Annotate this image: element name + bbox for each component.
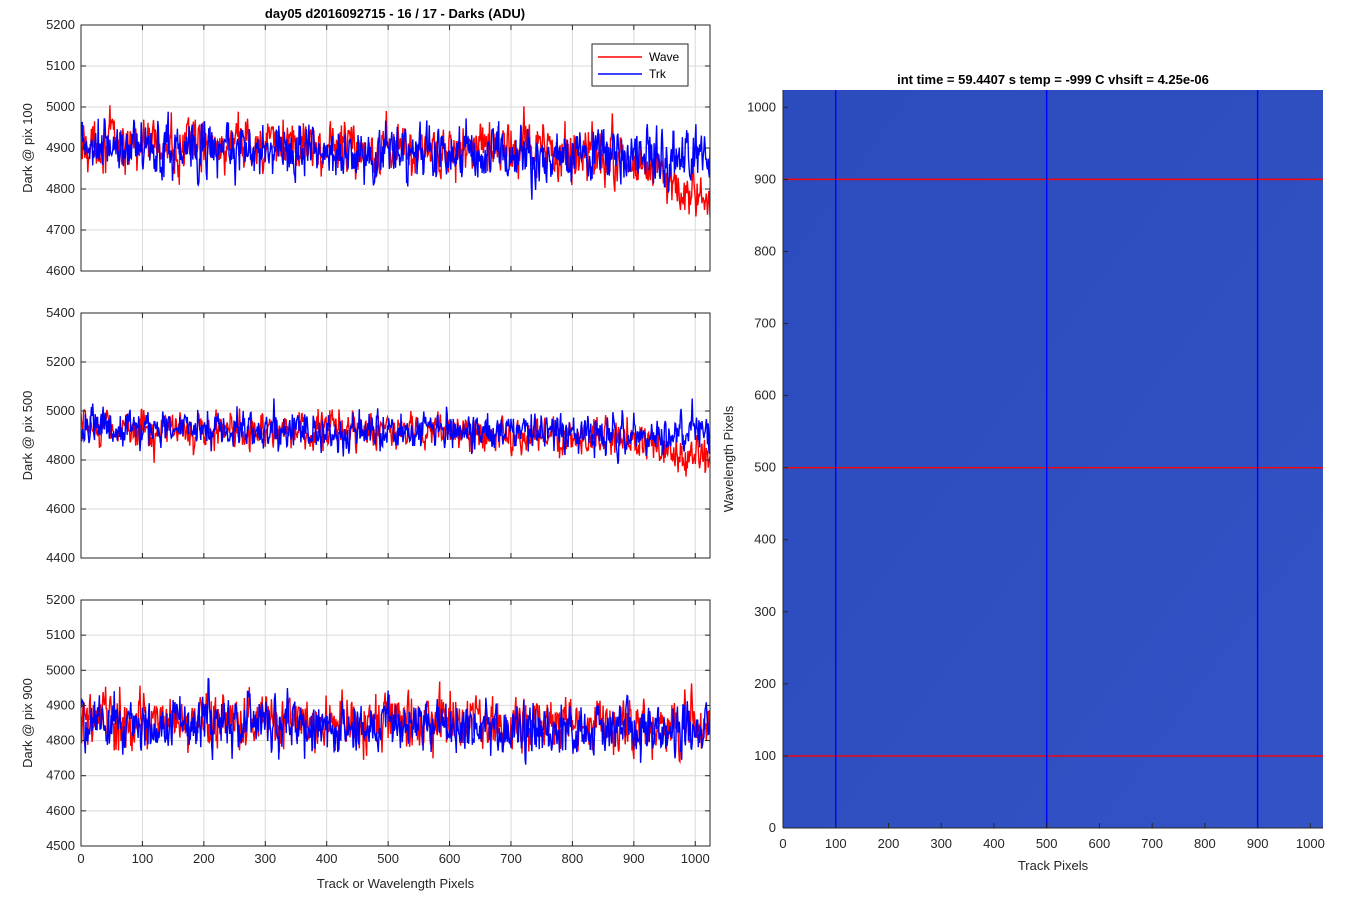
y-tick-label: 500 — [754, 460, 776, 475]
y-tick-label: 100 — [754, 748, 776, 763]
y-tick-label: 5200 — [46, 354, 75, 369]
y-tick-label: 4600 — [46, 803, 75, 818]
x-tick-label: 600 — [1089, 836, 1111, 851]
y-tick-label: 5000 — [46, 99, 75, 114]
y-tick-label: 5000 — [46, 662, 75, 677]
y-tick-label: 4800 — [46, 733, 75, 748]
x-tick-label: 200 — [193, 851, 215, 866]
y-tick-label: 900 — [754, 171, 776, 186]
x-tick-label: 900 — [623, 851, 645, 866]
legend: Wave Trk — [591, 43, 689, 87]
x-tick-label: 100 — [132, 851, 154, 866]
x-tick-label: 700 — [500, 851, 522, 866]
y-tick-label: 4600 — [46, 501, 75, 516]
y-tick-label: 4800 — [46, 181, 75, 196]
y-tick-label: 4600 — [46, 263, 75, 278]
y-axis-label: Dark @ pix 900 — [20, 678, 35, 768]
axes-box — [80, 312, 711, 559]
y-axis-label: Wavelength Pixels — [721, 405, 736, 512]
legend-label: Wave — [649, 50, 680, 64]
x-tick-label: 300 — [930, 836, 952, 851]
x-axis-label: Track or Wavelength Pixels — [317, 876, 475, 891]
x-tick-label: 900 — [1247, 836, 1269, 851]
y-tick-label: 4900 — [46, 140, 75, 155]
x-tick-label: 500 — [377, 851, 399, 866]
image-title: int time = 59.4407 s temp = -999 C vhsif… — [897, 72, 1209, 87]
x-tick-label: 200 — [878, 836, 900, 851]
y-tick-label: 5100 — [46, 627, 75, 642]
series-line-trk — [81, 111, 710, 200]
x-tick-label: 400 — [983, 836, 1005, 851]
y-tick-label: 5200 — [46, 592, 75, 607]
x-tick-label: 0 — [77, 851, 84, 866]
y-axis-label: Dark @ pix 100 — [20, 103, 35, 193]
y-tick-label: 300 — [754, 604, 776, 619]
y-tick-label: 5000 — [46, 403, 75, 418]
x-tick-label: 800 — [562, 851, 584, 866]
y-tick-label: 5400 — [46, 305, 75, 320]
dark-pix100-plot: 4600 4700 4800 4900 5000 5100 5200 Dark @ pix 1… — [20, 17, 711, 278]
y-axis-label: Dark @ pix 500 — [20, 391, 35, 481]
y-tick-label: 0 — [769, 820, 776, 835]
legend-label: Trk — [649, 67, 667, 81]
y-tick-label: 5100 — [46, 58, 75, 73]
y-tick-label: 4700 — [46, 222, 75, 237]
y-tick-label: 4400 — [46, 550, 75, 565]
x-tick-label: 300 — [254, 851, 276, 866]
axes-box — [80, 599, 711, 847]
series-line-trk — [81, 398, 710, 464]
x-tick-label: 0 — [779, 836, 786, 851]
y-tick-label: 1000 — [747, 99, 776, 114]
dark-frame-fill — [783, 90, 1323, 828]
y-tick-label: 200 — [754, 676, 776, 691]
series-line-wave — [81, 408, 710, 477]
x-tick-label: 800 — [1194, 836, 1216, 851]
x-tick-label: 400 — [316, 851, 338, 866]
y-tick-label: 700 — [754, 316, 776, 331]
x-tick-label: 700 — [1141, 836, 1163, 851]
x-tick-label: 100 — [825, 836, 847, 851]
dark-pix900-plot: 0 100 200 300 400 500 600 700 800 900 1000 4500 4600… — [20, 592, 711, 891]
x-axis-label: Track Pixels — [1018, 858, 1089, 873]
y-tick-label: 400 — [754, 532, 776, 547]
y-tick-label: 4700 — [46, 768, 75, 783]
x-tick-label: 1000 — [681, 851, 710, 866]
figure-title: day05 d2016092715 - 16 / 17 - Darks (ADU… — [265, 6, 525, 21]
y-tick-label: 4800 — [46, 452, 75, 467]
x-tick-label: 500 — [1036, 836, 1058, 851]
dark-frame-image: int time = 59.4407 s temp = -999 C vhsif… — [721, 72, 1325, 873]
dark-pix500-plot: 4400 4600 4800 5000 5200 5400 Dark @ pix 500 — [20, 305, 711, 565]
y-tick-label: 600 — [754, 388, 776, 403]
y-tick-label: 4900 — [46, 697, 75, 712]
x-tick-label: 1000 — [1296, 836, 1325, 851]
y-tick-label: 5200 — [46, 17, 75, 32]
legend-box — [591, 43, 689, 87]
series-line-trk — [81, 677, 710, 765]
x-tick-label: 600 — [439, 851, 461, 866]
y-tick-label: 4500 — [46, 838, 75, 853]
y-tick-label: 800 — [754, 243, 776, 258]
